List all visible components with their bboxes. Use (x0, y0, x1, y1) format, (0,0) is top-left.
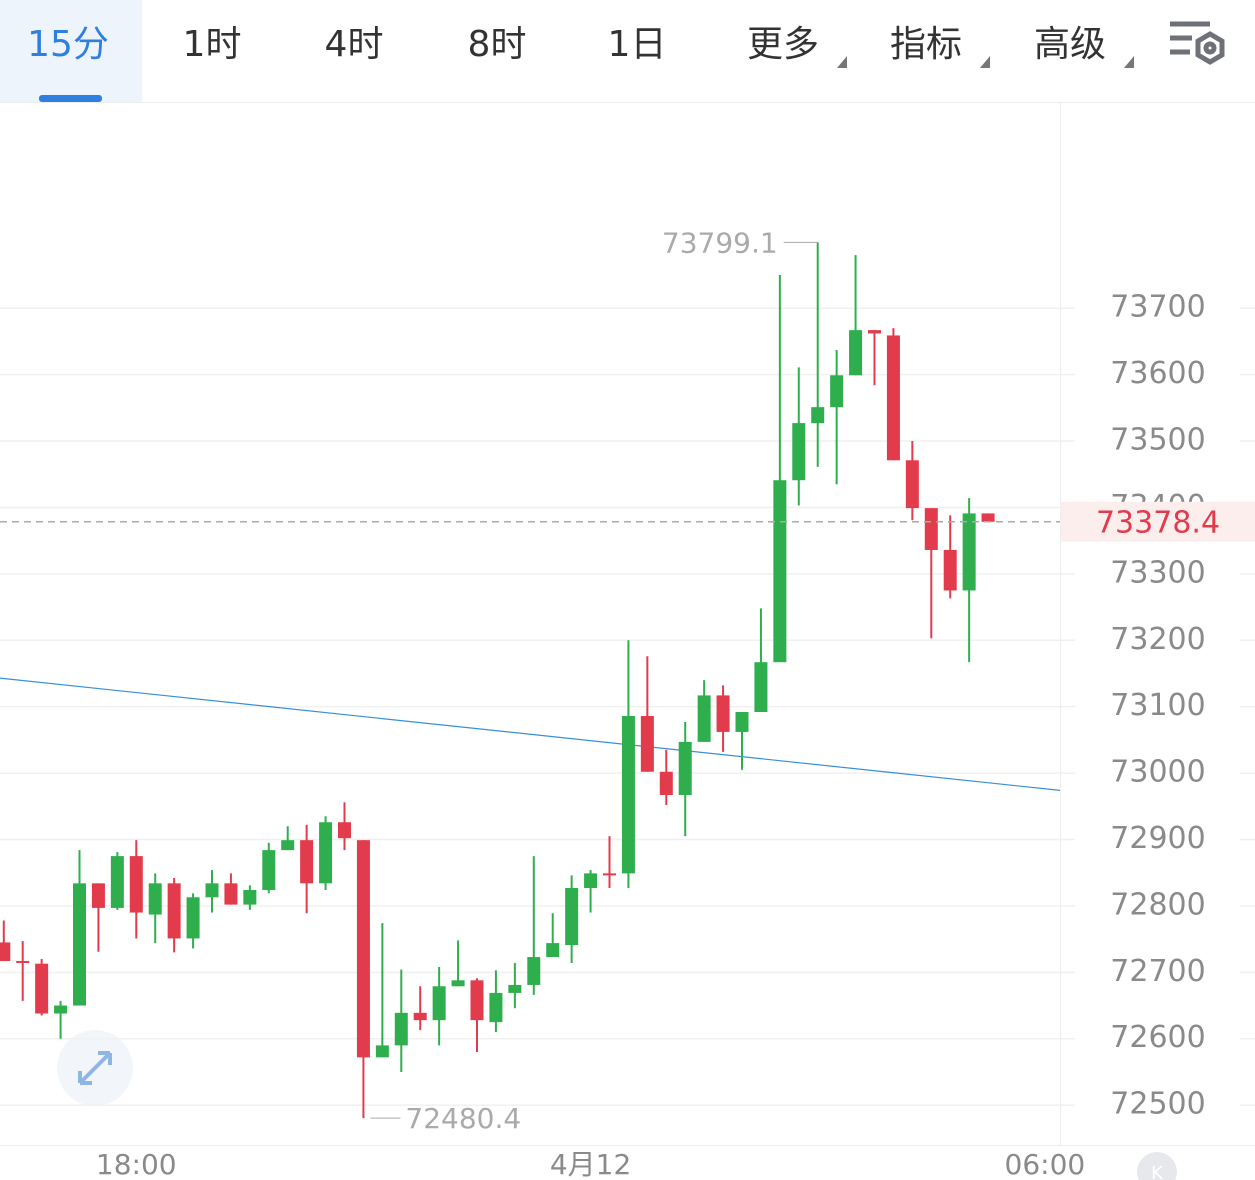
candle-body (849, 330, 863, 376)
y-tick-label: 72500 (1110, 1087, 1205, 1122)
x-tick-label: 18:00 (96, 1148, 177, 1180)
y-tick-label: 73700 (1110, 290, 1205, 325)
x-tick-label: 06:00 (1005, 1148, 1086, 1180)
candle-body (394, 1012, 408, 1046)
candle-body (91, 883, 105, 908)
candle-body (981, 513, 995, 522)
candle-body (659, 771, 673, 796)
candle-body (527, 957, 541, 985)
last-price-box (1061, 501, 1255, 542)
tab[interactable]: 高级 (1034, 24, 1106, 65)
candle-body (621, 715, 635, 874)
y-tick-label: 72700 (1110, 954, 1205, 989)
candle-body (73, 883, 86, 1006)
y-tick-label: 73100 (1110, 688, 1205, 723)
candle-body (281, 840, 295, 851)
candle-body (110, 856, 124, 908)
candle-body (262, 850, 276, 890)
active-tab-bg (0, 0, 142, 102)
last-price-label: 73378.4 (1096, 505, 1220, 540)
candle-body (300, 840, 314, 884)
candle-body (375, 1045, 389, 1058)
candle-body (735, 711, 749, 732)
candle-body (167, 883, 181, 939)
chart: 72500 72600 72700 72800 72900 73000 73100 73200… (0, 226, 1255, 1180)
k-icon-letter: K (1151, 1163, 1164, 1180)
candle-body (489, 992, 503, 1023)
tab[interactable]: 1时 (183, 24, 242, 65)
k-icon[interactable] (1137, 1152, 1177, 1180)
tab[interactable]: 4时 (325, 24, 384, 65)
candle-body (148, 883, 162, 915)
candle-body (205, 883, 219, 898)
candle-body (640, 715, 654, 772)
x-tick-label: 4月12 (550, 1148, 631, 1180)
candle-body (697, 695, 711, 742)
candle-body (886, 335, 900, 461)
candle-body (243, 889, 257, 905)
candle-body (413, 1012, 427, 1021)
y-tick-label: 73300 (1110, 555, 1205, 590)
tab[interactable]: 8时 (468, 24, 527, 65)
low-label: 72480.4 (405, 1102, 521, 1135)
candle-body (451, 980, 465, 987)
candle-body (54, 1005, 68, 1014)
candle-body (470, 980, 484, 1021)
y-tick-label: 73600 (1110, 356, 1205, 391)
candle-body (584, 873, 598, 888)
candle-body (186, 897, 200, 939)
dropdown-caret (837, 56, 847, 68)
candle-body (319, 822, 333, 884)
candle-body (773, 480, 787, 663)
high-label: 73799.1 (662, 226, 778, 259)
candle-body (35, 963, 49, 1014)
settings-icon[interactable] (1170, 21, 1225, 65)
y-tick-label: 73200 (1110, 622, 1205, 657)
y-tick-label: 73500 (1110, 423, 1205, 458)
candle-body (432, 986, 446, 1021)
tab[interactable]: 1日 (608, 24, 667, 65)
y-tick-label: 72800 (1110, 887, 1205, 922)
candle-body (716, 695, 730, 732)
candle-body (868, 330, 881, 334)
candle-body (962, 513, 976, 591)
candle-body (546, 943, 560, 958)
candle-body (338, 822, 351, 839)
candle-body (0, 942, 11, 962)
tab[interactable]: 15分 (27, 24, 109, 65)
dropdown-caret (1124, 56, 1134, 68)
candle-body (924, 508, 938, 550)
candle-body (678, 741, 692, 796)
candle-body (905, 460, 919, 509)
dropdown-caret (980, 56, 990, 68)
y-tick-label: 73000 (1110, 755, 1205, 790)
candle-body (603, 873, 616, 876)
candle-body (508, 984, 522, 993)
candle-body (356, 840, 370, 1058)
expand-icon (78, 1051, 112, 1085)
candle-body (811, 407, 825, 424)
tab[interactable]: 更多 (747, 24, 819, 65)
tab[interactable]: 指标 (890, 24, 962, 65)
y-tick-label: 72900 (1110, 821, 1205, 856)
candle-body (16, 961, 30, 964)
y-tick-label: 72600 (1110, 1020, 1205, 1055)
candle-body (943, 549, 957, 591)
candle-body (129, 856, 143, 913)
candle-body (754, 662, 768, 712)
candle-body (792, 423, 806, 481)
trend-line (0, 677, 1061, 791)
candle-body (224, 883, 238, 905)
candle-body (565, 887, 579, 946)
active-tab-indicator (39, 95, 102, 102)
candle-body (830, 375, 844, 408)
